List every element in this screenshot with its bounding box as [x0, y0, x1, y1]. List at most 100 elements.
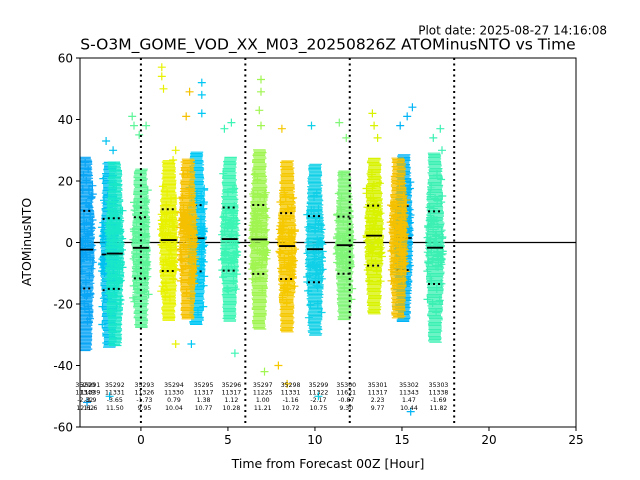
orbit-stat-4-1: 11330: [164, 390, 184, 397]
orbit-stat-1-1: 11339: [81, 390, 101, 397]
orbit-series-7: [217, 118, 242, 358]
x-tick-label-0: 0: [137, 433, 145, 447]
orbit-stat-15-1: 11338: [429, 390, 449, 397]
orbit-stat-13-2: 1.47: [402, 397, 416, 404]
orbit-band-10: [303, 121, 327, 401]
x-tick-label-3: 15: [394, 433, 409, 447]
orbit-band-8: [248, 75, 271, 376]
orbit-stat-3-2: -1.73: [136, 397, 152, 404]
orbit-stat-13-1: 11343: [399, 390, 419, 397]
orbit-stat-10-3: 10.75: [310, 405, 328, 412]
orbit-band-14: [386, 157, 411, 319]
orbit-band-9: [274, 124, 299, 388]
orbit-stat-0-1: 11349: [75, 390, 95, 397]
orbit-stat-11-2: -0.87: [338, 397, 354, 404]
orbit-stat-7-3: 10.28: [223, 405, 241, 412]
orbit-stat-5-1: 11317: [194, 390, 214, 397]
orbit-stat-4-2: 0.79: [167, 397, 181, 404]
y-tick-label-5: 40: [58, 113, 73, 127]
orbit-stat-13-3: 10.44: [400, 405, 418, 412]
orbit-band-4: [157, 63, 181, 348]
y-tick-label-1: -40: [53, 359, 73, 373]
orbit-series-12: [362, 109, 386, 315]
orbit-stat-0-3: 12.62: [76, 405, 94, 412]
orbit-series-8: [248, 75, 271, 376]
orbit-band-0: [80, 156, 97, 407]
orbit-stat-2-3: 11.50: [106, 405, 124, 412]
orbit-series-9: [274, 124, 299, 388]
orbit-stat-9-3: 10.72: [282, 405, 300, 412]
orbit-stat-0-0: 35290: [75, 382, 95, 389]
plot-date-label: Plot date: 2025-08-27 14:16:08: [418, 24, 607, 38]
x-tick-label-2: 10: [307, 433, 322, 447]
orbit-stat-0-2: -2.32: [77, 397, 93, 404]
orbit-series-11: [332, 118, 357, 321]
orbit-series-10: [303, 121, 327, 401]
plot-area: [80, 63, 576, 416]
x-axis-label: Time from Forecast 00Z [Hour]: [231, 456, 425, 471]
y-tick-label-2: -20: [53, 297, 73, 311]
orbit-stat-11-1: 11621: [336, 390, 356, 397]
orbit-stat-12-3: 9.77: [371, 405, 385, 412]
orbit-series-14: [386, 157, 411, 319]
x-tick-label-5: 25: [568, 433, 583, 447]
orbit-stat-12-0: 35301: [368, 382, 388, 389]
orbit-stat-10-1: 11322: [309, 390, 329, 397]
orbit-stat-2-1: 11331: [105, 390, 125, 397]
orbit-stat-7-1: 11317: [222, 390, 242, 397]
orbit-stat-1-0: 35291: [81, 382, 101, 389]
orbit-series-15: [423, 124, 447, 343]
orbit-stat-4-0: 35294: [164, 382, 184, 389]
orbit-band-15: [423, 124, 447, 343]
orbit-stat-8-3: 11.21: [254, 405, 272, 412]
orbit-stat-3-1: 11326: [135, 390, 155, 397]
y-tick-label-6: 60: [58, 51, 73, 65]
y-tick-label-3: 0: [65, 236, 73, 250]
orbit-stat-2-2: -3.65: [107, 397, 123, 404]
orbit-band-11: [332, 118, 357, 321]
orbit-stat-8-2: 1.00: [256, 397, 270, 404]
orbit-stat-8-1: 11225: [253, 390, 273, 397]
orbit-stat-2-0: 35292: [105, 382, 125, 389]
orbit-stat-9-1: 11331: [281, 390, 301, 397]
y-axis-label: ATOMinusNTO: [19, 198, 34, 287]
orbit-stat-15-0: 35303: [429, 382, 449, 389]
orbit-stat-8-0: 35297: [253, 382, 273, 389]
orbit-series-0: [80, 156, 97, 407]
orbit-series-6: [176, 87, 200, 320]
orbit-band-6: [176, 87, 200, 320]
orbit-stat-3-0: 35293: [135, 382, 155, 389]
y-tick-label-0: -60: [53, 420, 73, 434]
orbit-stat-4-3: 10.04: [165, 405, 183, 412]
orbit-band-12: [362, 109, 386, 315]
orbit-stat-1-2: -3.9: [84, 397, 96, 404]
orbit-stat-7-0: 35296: [222, 382, 242, 389]
orbit-band-2: [103, 161, 127, 347]
y-tick-label-4: 20: [58, 174, 73, 188]
orbit-stat-3-3: 9.95: [138, 405, 152, 412]
orbit-series-2: [103, 161, 127, 347]
x-tick-label-1: 5: [224, 433, 232, 447]
orbit-stat-12-2: 2.23: [371, 397, 385, 404]
orbit-stat-9-0: 35298: [281, 382, 301, 389]
orbit-stat-5-3: 10.77: [195, 405, 213, 412]
orbit-stat-11-0: 35300: [336, 382, 356, 389]
orbit-stat-13-0: 35302: [399, 382, 419, 389]
orbit-stat-15-3: 11.82: [430, 405, 448, 412]
orbit-band-7: [217, 118, 242, 358]
orbit-series-4: [157, 63, 181, 348]
orbit-stat-7-2: 1.12: [225, 397, 239, 404]
orbit-stat-10-2: -2.17: [310, 397, 326, 404]
orbit-stat-5-0: 35295: [194, 382, 214, 389]
orbit-stat-5-2: 1.38: [197, 397, 211, 404]
axes: 0 5 10 15 20 25 -60 -40 -20 0 20 40 60: [53, 51, 583, 447]
orbit-stat-11-3: 9.30: [339, 405, 353, 412]
chart-title: S-O3M_GOME_VOD_XX_M03_20250826Z ATOMinus…: [80, 36, 575, 55]
orbit-stat-12-1: 11317: [368, 390, 388, 397]
orbit-stat-1-3: 11.6: [84, 405, 98, 412]
orbit-stat-10-0: 35299: [309, 382, 329, 389]
orbit-stat-9-2: -1.16: [283, 397, 299, 404]
x-tick-label-4: 20: [481, 433, 496, 447]
